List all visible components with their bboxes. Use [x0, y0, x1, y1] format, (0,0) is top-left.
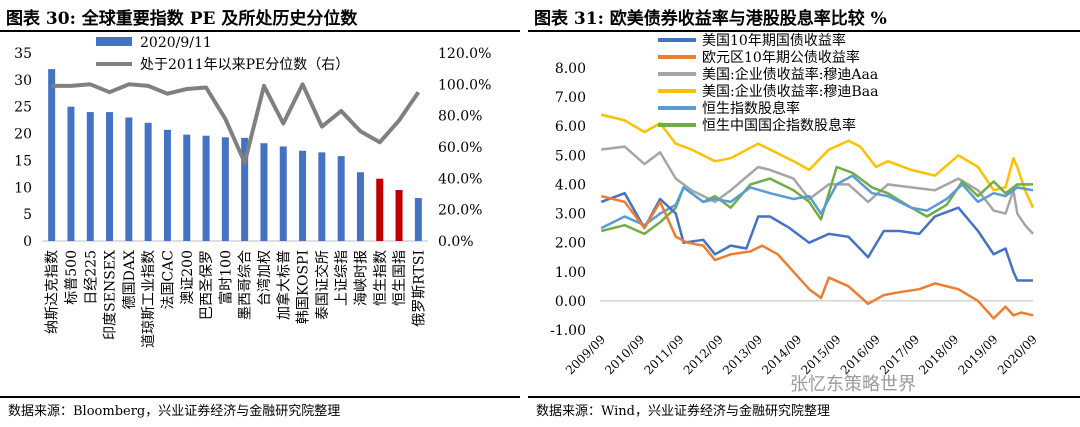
x-tick-label: 2011/09: [641, 332, 686, 377]
y-tick-label: 2.00: [555, 236, 586, 252]
pe-bar: [376, 178, 384, 241]
legend-swatch-bar: [96, 37, 132, 46]
category-label: 日经225: [83, 250, 99, 305]
x-tick-label: 2012/09: [681, 332, 726, 377]
category-label: 台湾加权: [256, 250, 273, 306]
x-tick-label: 2018/09: [916, 332, 961, 377]
pe-chart: 0 5 10 15 20 25 30 35 0.0% 20.0% 40.0% 60.0% 80.0% 10…: [14, 35, 491, 348]
title-rule: [528, 30, 1080, 32]
category-label: 德国DAX: [122, 250, 138, 309]
yield-chart-panel: 图表 31: 欧美债券收益率与港股股息率比较 % -1.00 0.00 1.00 2.…: [528, 0, 1080, 427]
category-label: 印度SENSEX: [103, 250, 119, 340]
y-tick-label: 6.00: [555, 119, 586, 135]
pe-chart-title: 图表 30: 全球重要指数 PE 及所处历史分位数: [6, 9, 358, 29]
x-tick-label: 2010/09: [602, 332, 647, 377]
series-line: [600, 165, 1033, 236]
legend-label: 美国:企业债收益率:穆迪Baa: [702, 83, 878, 100]
y-left-tick-label: 25: [14, 100, 32, 116]
category-label: 俄罗斯RTSI: [411, 250, 427, 327]
pe-bar: [318, 152, 326, 241]
y-left-tick-label: 10: [14, 180, 32, 196]
x-tick-label: 2020/09: [995, 332, 1040, 377]
pe-bar: [67, 106, 75, 241]
y-right-tick-label: 120.0%: [438, 46, 491, 62]
category-label: 道琼斯工业指数: [141, 250, 157, 348]
category-label: 纳斯达克指数: [45, 250, 61, 334]
pe-bar: [241, 137, 249, 241]
series-line: [600, 194, 1034, 320]
series-line: [600, 191, 1033, 282]
y-tick-label: 7.00: [555, 90, 586, 106]
category-label: 巴西圣保罗: [199, 250, 215, 320]
y-tick-label: 5.00: [555, 148, 586, 164]
category-label: 上证综指: [334, 250, 350, 306]
pe-bar: [356, 172, 364, 241]
pe-bar: [144, 122, 152, 241]
legend-label: 恒生指数股息率: [702, 100, 800, 117]
y-tick-label: 0.00: [555, 294, 586, 310]
pe-bar: [163, 129, 171, 241]
yield-chart: -1.00 0.00 1.00 2.00 3.00 4.00 5.00 6.00 7.00 8.0…: [550, 32, 1040, 377]
pe-bar: [337, 156, 345, 241]
yield-chart-title: 图表 31: 欧美债券收益率与港股股息率比较 %: [534, 9, 887, 29]
y-left-tick-label: 20: [14, 127, 32, 143]
y-right-tick-label: 100.0%: [438, 77, 491, 93]
y-tick-label: -1.00: [550, 323, 586, 339]
category-label: 加拿大标普: [275, 250, 292, 320]
y-tick-label: 3.00: [555, 207, 586, 223]
y-tick-label: 1.00: [555, 265, 586, 281]
category-label: 海峡时报: [353, 250, 369, 306]
pe-bar: [125, 117, 133, 241]
pe-percentile-line: [51, 82, 421, 165]
pe-bar: [395, 189, 403, 241]
y-left-tick-label: 5: [23, 207, 32, 223]
legend-label-line: 处于2011年以来PE分位数（右）: [140, 57, 349, 73]
pe-bar: [279, 146, 287, 241]
legend-label: 美国:企业债收益率:穆迪Aaa: [702, 66, 878, 83]
watermark-text: 张忆东策略世界: [790, 374, 916, 395]
y-left-tick-label: 15: [14, 153, 32, 169]
source-rule: [0, 396, 520, 398]
legend-label: 恒生中国国企指数股息率: [702, 117, 856, 134]
legend-label: 美国10年期国债收益率: [702, 32, 846, 49]
pe-chart-panel: 图表 30: 全球重要指数 PE 及所处历史分位数 0 5 10 15 20 25 30 35…: [0, 0, 520, 427]
legend-label: 欧元区10年期公债收益率: [702, 49, 860, 66]
y-right-tick-label: 0.0%: [438, 234, 474, 250]
x-tick-label: 2019/09: [956, 332, 1001, 377]
y-right-tick-label: 80.0%: [438, 109, 482, 125]
source-rule: [528, 396, 1080, 398]
category-label: 墨西哥综合: [238, 250, 254, 320]
pe-bar: [48, 69, 56, 241]
y-tick-label: 8.00: [555, 61, 586, 77]
pe-bar: [221, 137, 229, 241]
pe-bar: [202, 135, 210, 241]
category-label: 标普500: [64, 250, 80, 305]
category-label: 法国CAC: [160, 250, 176, 310]
yield-chart-source: 数据来源：Wind，兴业证券经济与金融研究院整理: [536, 404, 830, 419]
y-tick-label: 4.00: [555, 177, 586, 193]
pe-bar: [86, 112, 94, 241]
y-right-tick-label: 60.0%: [438, 140, 482, 156]
pe-bar: [299, 150, 307, 241]
category-label: 韩国KOSPI: [296, 250, 312, 324]
legend-label-bar: 2020/9/11: [140, 35, 212, 51]
pe-bar: [414, 198, 422, 241]
series-line: [600, 174, 1034, 230]
pe-bar: [260, 143, 268, 241]
pe-bar: [106, 112, 114, 241]
y-left-tick-label: 35: [14, 46, 32, 62]
category-label: 澳证200: [180, 250, 196, 305]
y-right-tick-label: 20.0%: [438, 203, 482, 219]
category-label: 泰国证交所: [314, 250, 331, 320]
y-right-tick-label: 40.0%: [438, 171, 482, 187]
pe-chart-source: 数据来源：Bloomberg，兴业证券经济与金融研究院整理: [8, 404, 341, 419]
category-label: 恒生国指: [392, 250, 408, 306]
y-left-tick-label: 30: [14, 73, 32, 89]
y-left-tick-label: 0: [23, 234, 32, 250]
pe-bar: [183, 134, 191, 241]
title-rule: [0, 30, 520, 32]
x-tick-label: 2013/09: [720, 332, 765, 377]
category-label: 富时100: [217, 250, 234, 305]
category-label: 恒生指数: [373, 250, 389, 306]
